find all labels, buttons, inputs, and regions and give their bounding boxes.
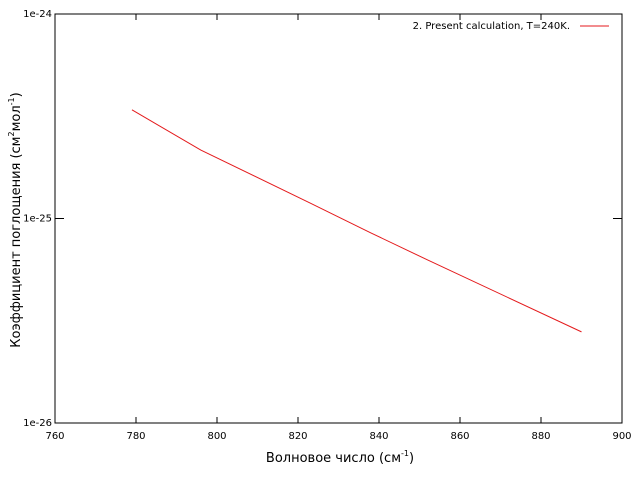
x-tick-label: 880 [531,431,550,442]
y-tick-label: 1e-26 [23,418,52,429]
y-label-text: мол [9,105,24,131]
x-label-text: Волновое число (см [266,451,401,466]
x-tick-label: 820 [288,431,307,442]
x-label-text: ) [409,451,414,466]
x-tick-label: 780 [126,431,145,442]
y-axis-label: Коэффициент поглощения (см2мол-1) [7,92,24,347]
plot-frame [54,13,623,424]
x-tick-label: 800 [207,431,226,442]
data-line [131,109,582,333]
y-tick-label: 1e-25 [23,214,52,225]
y-label-text: Коэффициент поглощения (см [9,137,24,348]
x-axis-label: Волновое число (см-1) [266,449,414,466]
legend-label: 2. Present calculation, T=240K. [413,21,570,32]
y-label-sup: -1 [7,97,16,105]
x-tick-label: 760 [45,431,64,442]
y-label-text: ) [9,92,24,97]
x-tick-label: 900 [612,431,631,442]
x-tick-label: 840 [369,431,388,442]
y-label-sup: 2 [7,131,16,136]
x-label-sup: -1 [401,449,409,458]
x-tick-label: 860 [450,431,469,442]
y-tick-label: 1e-24 [23,9,52,20]
